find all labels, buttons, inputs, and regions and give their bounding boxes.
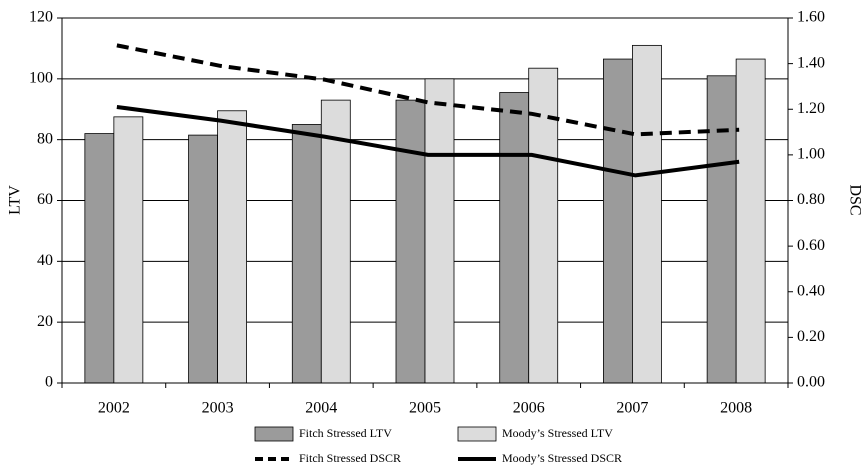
y-axis-title: LTV xyxy=(7,185,24,215)
y2-tick-label: 0.40 xyxy=(797,282,825,299)
y-tick-label: 60 xyxy=(37,191,53,208)
x-tick-label: 2005 xyxy=(409,400,441,417)
x-tick-label: 2002 xyxy=(98,400,130,417)
x-tick-label: 2004 xyxy=(305,400,337,417)
bar xyxy=(706,75,737,384)
y2-tick-label: 0.60 xyxy=(797,237,825,254)
legend-label: Moody’s Stressed LTV xyxy=(502,426,613,440)
bar xyxy=(528,67,559,384)
y-tick-label: 120 xyxy=(29,9,53,26)
x-tick-label: 2007 xyxy=(616,400,648,417)
y-tick-label: 40 xyxy=(37,252,53,269)
bar xyxy=(395,99,426,384)
bar xyxy=(735,58,766,384)
x-tick-label: 2008 xyxy=(720,400,752,417)
legend-label: Fitch Stressed DSCR xyxy=(299,451,401,465)
bar xyxy=(113,116,144,384)
y2-tick-label: 0.00 xyxy=(797,374,825,391)
legend-swatch xyxy=(254,426,294,442)
bar xyxy=(499,92,530,384)
bar xyxy=(632,44,662,384)
bar xyxy=(84,133,115,384)
y2-tick-label: 0.20 xyxy=(797,328,825,345)
y-tick-label: 80 xyxy=(37,130,53,147)
x-tick-label: 2003 xyxy=(202,400,234,417)
bar xyxy=(603,58,633,384)
line xyxy=(116,104,740,178)
x-tick-label: 2006 xyxy=(513,400,545,417)
y-tick-label: 20 xyxy=(37,313,53,330)
y2-tick-label: 1.20 xyxy=(797,100,825,117)
y-tick-label: 100 xyxy=(29,70,53,87)
bar xyxy=(424,78,455,384)
y2-tick-label: 1.40 xyxy=(797,54,825,71)
y2-axis-title: DSC xyxy=(846,184,863,215)
legend-label: Moody’s Stressed DSCR xyxy=(502,451,622,465)
legend-label: Fitch Stressed LTV xyxy=(299,426,392,440)
bar xyxy=(291,124,322,384)
y-tick-label: 0 xyxy=(45,374,53,391)
bar xyxy=(320,99,351,384)
bar xyxy=(217,110,247,384)
y2-tick-label: 0.80 xyxy=(797,191,825,208)
legend-swatch xyxy=(457,426,497,442)
y2-tick-label: 1.00 xyxy=(797,146,825,163)
line xyxy=(116,43,740,137)
y2-tick-label: 1.60 xyxy=(797,9,825,26)
bar xyxy=(188,134,218,384)
